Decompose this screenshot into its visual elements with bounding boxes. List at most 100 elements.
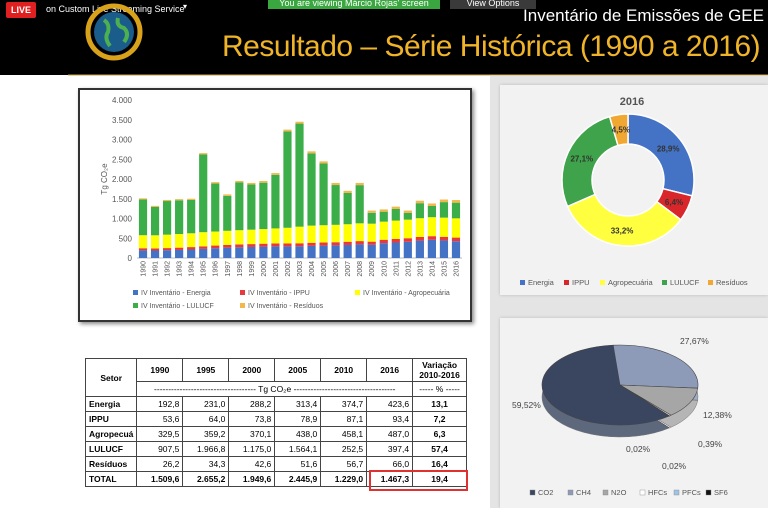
bar-segment	[223, 244, 232, 248]
legend-swatch	[567, 489, 574, 496]
table-cell: 2005	[274, 358, 322, 382]
chart-title: 2016	[620, 96, 644, 108]
header-row: Setor 1990 1995 2000 2005 2010 2016 Variação 20…	[84, 358, 467, 397]
bar-segment	[138, 250, 148, 258]
legend-label: IV Inventário - Energia	[141, 290, 211, 297]
y-tick-label: 500	[119, 234, 133, 243]
bar-segment	[187, 199, 196, 234]
bar-segment	[343, 224, 352, 242]
bar-segment	[379, 221, 388, 240]
table-cell: Variação 2010-2016	[412, 358, 467, 382]
bar-segment	[403, 210, 412, 213]
bar-segment	[150, 250, 160, 258]
data-label: 27,1%	[570, 154, 593, 163]
x-tick-label: 2011	[393, 261, 400, 276]
bar-segment	[271, 246, 280, 258]
bar-segment	[367, 210, 376, 213]
x-tick-label: 2016	[453, 261, 460, 277]
legend-label: CO2	[538, 488, 553, 497]
highlight-box	[369, 470, 468, 491]
bar-segment	[211, 231, 220, 246]
bar-segment	[150, 235, 160, 249]
table-cell: 423,6	[366, 396, 414, 412]
bar-segment	[187, 233, 196, 248]
bar-segment	[271, 173, 280, 175]
legend-swatch	[639, 489, 646, 496]
pie-slice	[619, 384, 699, 416]
bar-segment	[138, 199, 148, 236]
legend-label: Resíduos	[716, 278, 748, 287]
bar-segment	[355, 185, 364, 224]
bar-segment	[367, 212, 376, 224]
table-cell: 252,5	[320, 441, 368, 457]
bar-segment	[199, 246, 208, 249]
view-options-button[interactable]: View Options	[450, 0, 536, 9]
bar-segment	[319, 225, 328, 243]
bar-segment	[367, 241, 376, 245]
dropdown-arrow[interactable]: ▾	[183, 2, 188, 11]
table-cell: 64,0	[182, 411, 230, 427]
data-label: 0,02%	[662, 461, 687, 471]
x-tick-label: 1999	[249, 261, 256, 277]
x-tick-label: 2005	[321, 261, 328, 277]
bar-segment	[367, 244, 376, 258]
bar-segment	[319, 245, 328, 258]
legend-swatch	[529, 489, 536, 496]
bar-segment	[379, 211, 388, 222]
bar-segment	[295, 226, 304, 244]
table-cell: Setor	[84, 358, 138, 397]
bar-segment	[439, 199, 449, 203]
bar-segment	[379, 239, 388, 244]
bar-segment	[451, 202, 461, 219]
bar-segment	[211, 248, 220, 258]
bar-segment	[211, 183, 220, 232]
bar-segment	[307, 151, 316, 154]
table-cell: 1.509,6	[136, 471, 184, 487]
bar-segment	[415, 200, 424, 204]
bar-segment	[271, 243, 280, 247]
donut-slice	[608, 113, 629, 147]
table-cell: 1.175,0	[228, 441, 276, 457]
bar-segment	[150, 248, 160, 251]
y-tick-label: 1.000	[112, 215, 133, 224]
bar-segment	[331, 182, 340, 186]
bar-segment	[175, 249, 184, 258]
bar-segment	[355, 244, 364, 258]
table-cell: 397,4	[366, 441, 414, 457]
bar-segment	[403, 241, 412, 258]
table-cell: 370,1	[228, 426, 276, 442]
pie-slice	[612, 344, 699, 389]
bar-segment	[403, 219, 412, 239]
x-tick-label: 1991	[153, 261, 160, 277]
legend-label: N2O	[611, 488, 627, 497]
legend-label: IV Inventário - Resíduos	[248, 303, 324, 310]
legend-label: Agropecuária	[608, 278, 653, 287]
bar-segment	[283, 129, 292, 132]
table-cell: 1990	[136, 358, 184, 382]
table-cell: 93,4	[366, 411, 414, 427]
data-label: 6,4%	[665, 198, 683, 207]
legend-swatch	[240, 303, 245, 308]
bar-segment	[259, 182, 268, 230]
bar-segment	[439, 236, 449, 241]
bar-segment	[199, 153, 208, 155]
legend-swatch	[673, 489, 680, 496]
bar-segment	[223, 195, 232, 231]
table-cell: LULUCF	[84, 441, 138, 457]
bar-segment	[331, 245, 340, 258]
y-tick-label: 2.500	[112, 155, 133, 164]
legend-label: PFCs	[682, 488, 701, 497]
units-row: ------------------------------------ Tg …	[86, 381, 467, 397]
table-cell: 2000	[228, 358, 276, 382]
bar-segment	[307, 245, 316, 258]
bar-segment	[343, 192, 352, 225]
bar-segment	[199, 232, 208, 247]
table-cell: ------------------------------------ Tg …	[136, 381, 414, 397]
bar-segment	[391, 242, 400, 258]
live-badge[interactable]: LIVE	[6, 2, 37, 18]
bar-segment	[331, 185, 340, 225]
legend-swatch	[708, 280, 713, 285]
x-tick-label: 1992	[165, 261, 172, 277]
table-cell: 42,6	[228, 456, 276, 472]
